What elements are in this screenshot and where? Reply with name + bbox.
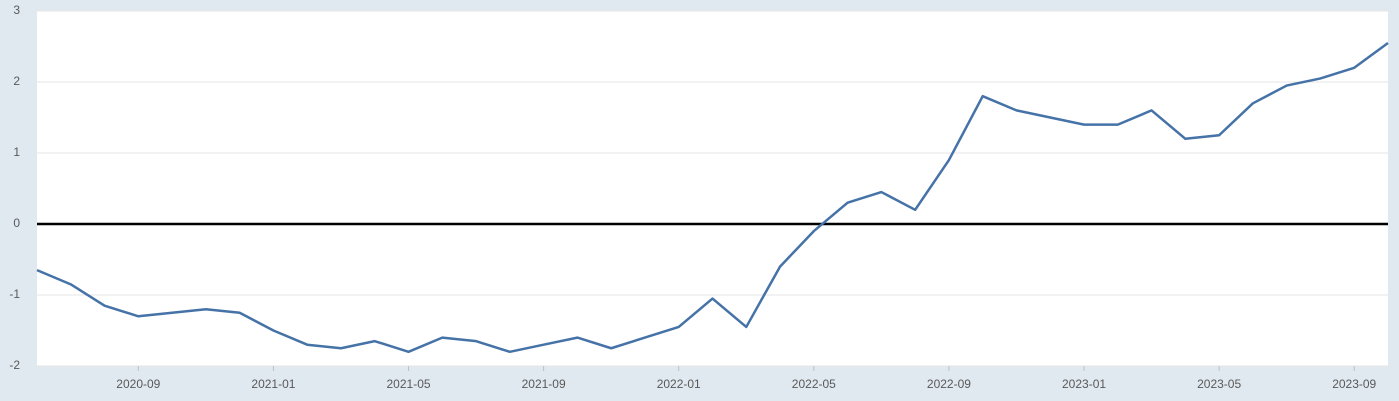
data-line [36, 41, 1389, 354]
x-tick-label: 2023-09 [1332, 377, 1376, 391]
x-tick-label: 2021-05 [387, 377, 431, 391]
x-tick-label: 2022-01 [657, 377, 701, 391]
y-tick-label: 2 [13, 74, 20, 88]
x-tick-label: 2023-01 [1062, 377, 1106, 391]
x-tick-label: 2020-09 [116, 377, 160, 391]
x-tick-label: 2021-01 [251, 377, 295, 391]
x-tick-label: 2023-05 [1197, 377, 1241, 391]
x-tick-label: 2022-09 [927, 377, 971, 391]
y-tick-label: 1 [13, 145, 20, 159]
y-tick-label: -2 [9, 358, 20, 372]
plot-area [37, 11, 1388, 366]
x-tick-label: 2022-05 [792, 377, 836, 391]
x-tick-label: 2021-09 [522, 377, 566, 391]
y-tick-label: 3 [13, 3, 20, 17]
y-tick-label: -1 [9, 287, 20, 301]
y-tick-label: 0 [13, 216, 20, 230]
